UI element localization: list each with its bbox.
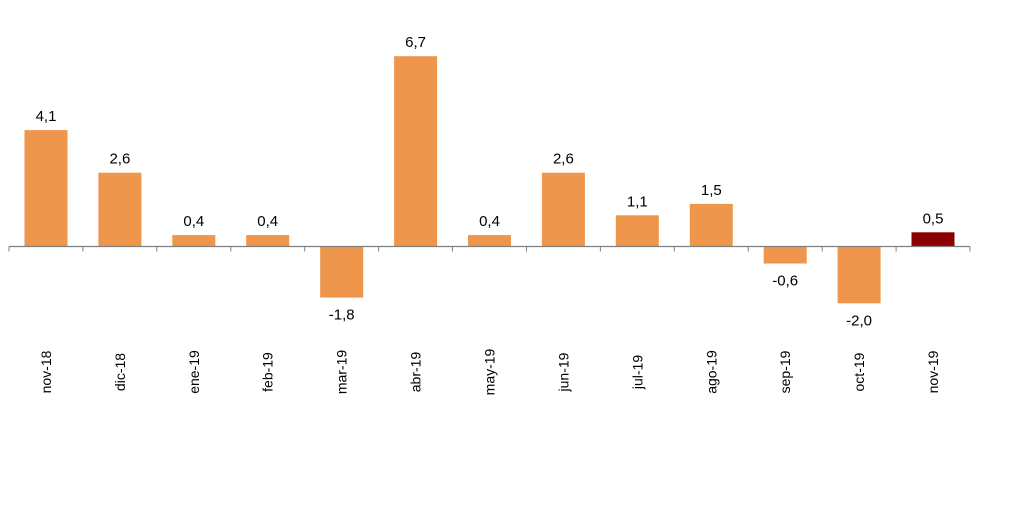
tick-label-oct-19: oct-19: [851, 352, 867, 391]
tick-labels-group: nov-18 dic-18 ene-19 feb-19 mar-19 abr-19 may-…: [38, 348, 941, 395]
bar-dic-18: [98, 172, 142, 247]
bar-jul-19: [615, 215, 659, 247]
tick-label-nov-19: nov-19: [925, 350, 941, 393]
bar-nov-18: [24, 130, 68, 247]
tick-label-jun-19: jun-19: [555, 352, 571, 392]
data-label-nov-19: 0,5: [923, 210, 944, 227]
data-label-jun-19: 2,6: [553, 151, 574, 168]
data-label-ene-19: 0,4: [183, 213, 204, 230]
data-label-jul-19: 1,1: [627, 193, 648, 210]
data-label-ago-19: 1,5: [701, 182, 722, 199]
x-axis: [8, 245, 971, 252]
data-label-sep-19: -0,6: [772, 273, 798, 290]
bar-may-19: [468, 235, 511, 247]
tick-label-nov-18: nov-18: [38, 350, 54, 393]
tick-label-abr-19: abr-19: [408, 352, 424, 393]
tick-label-sep-19: sep-19: [777, 350, 793, 393]
bar-ene-19: [172, 235, 216, 247]
tick-label-jul-19: jul-19: [629, 355, 645, 390]
bar-ago-19: [689, 203, 733, 247]
bar-feb-19: [246, 235, 290, 247]
tick-label-may-19: may-19: [482, 348, 498, 395]
data-label-oct-19: -2,0: [846, 312, 872, 329]
bar-mar-19: [320, 246, 364, 298]
bar-jun-19: [541, 172, 585, 247]
bar-oct-19: [837, 246, 881, 304]
tick-label-mar-19: mar-19: [334, 350, 350, 395]
tick-label-ago-19: ago-19: [703, 350, 719, 394]
data-label-nov-18: 4,1: [36, 108, 57, 125]
tick-label-ene-19: ene-19: [186, 350, 202, 394]
tick-label-feb-19: feb-19: [260, 352, 276, 392]
data-label-dic-18: 2,6: [109, 151, 130, 168]
bar-nov-19: [911, 232, 955, 247]
tick-label-dic-18: dic-18: [112, 353, 128, 391]
bar-abr-19: [394, 56, 438, 247]
bar-sep-19: [763, 246, 807, 264]
data-labels-group: 4,1 2,6 0,4 0,4 -1,8 6,7 0,4 2,6 1,1 1,5 -0,6 -2,0 0…: [36, 34, 944, 329]
data-label-feb-19: 0,4: [257, 213, 278, 230]
data-label-mar-19: -1,8: [329, 307, 355, 324]
bars-group: [24, 56, 955, 304]
data-label-abr-19: 6,7: [405, 34, 426, 51]
data-label-may-19: 0,4: [479, 213, 500, 230]
